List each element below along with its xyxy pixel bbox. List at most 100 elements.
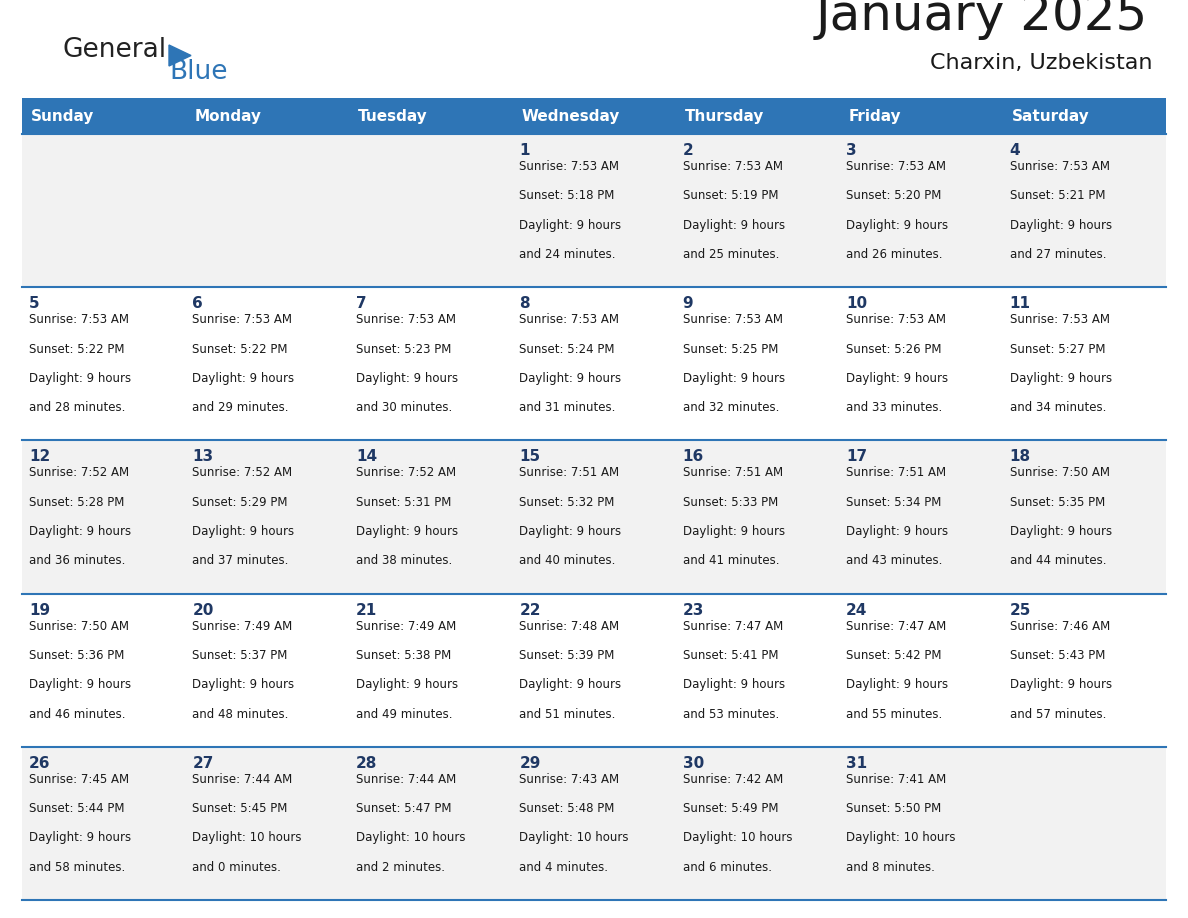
Text: and 58 minutes.: and 58 minutes.	[29, 861, 125, 874]
Text: and 46 minutes.: and 46 minutes.	[29, 708, 126, 721]
Text: Daylight: 9 hours: Daylight: 9 hours	[29, 372, 131, 385]
Text: and 0 minutes.: and 0 minutes.	[192, 861, 282, 874]
Text: Sunrise: 7:43 AM: Sunrise: 7:43 AM	[519, 773, 619, 786]
Bar	[839, 98, 1003, 134]
Text: and 33 minutes.: and 33 minutes.	[846, 401, 942, 414]
Text: Sunrise: 7:49 AM: Sunrise: 7:49 AM	[192, 620, 292, 633]
Text: and 49 minutes.: and 49 minutes.	[356, 708, 453, 721]
Text: Friday: Friday	[848, 108, 901, 124]
Text: 11: 11	[1010, 297, 1030, 311]
Text: Daylight: 9 hours: Daylight: 9 hours	[846, 525, 948, 538]
Text: Sunset: 5:19 PM: Sunset: 5:19 PM	[683, 189, 778, 202]
Bar	[23, 594, 1165, 747]
Text: Charxin, Uzbekistan: Charxin, Uzbekistan	[929, 53, 1152, 73]
Text: Sunset: 5:49 PM: Sunset: 5:49 PM	[683, 802, 778, 815]
Text: and 32 minutes.: and 32 minutes.	[683, 401, 779, 414]
Text: January 2025: January 2025	[816, 0, 1148, 40]
Text: Sunset: 5:44 PM: Sunset: 5:44 PM	[29, 802, 125, 815]
Text: Daylight: 9 hours: Daylight: 9 hours	[519, 372, 621, 385]
Text: and 57 minutes.: and 57 minutes.	[1010, 708, 1106, 721]
Text: Sunset: 5:28 PM: Sunset: 5:28 PM	[29, 496, 125, 509]
Text: and 53 minutes.: and 53 minutes.	[683, 708, 779, 721]
Text: and 51 minutes.: and 51 minutes.	[519, 708, 615, 721]
Text: Sunrise: 7:53 AM: Sunrise: 7:53 AM	[1010, 313, 1110, 326]
Text: 25: 25	[1010, 602, 1031, 618]
Text: Sunset: 5:47 PM: Sunset: 5:47 PM	[356, 802, 451, 815]
Text: Daylight: 9 hours: Daylight: 9 hours	[1010, 678, 1112, 691]
Text: Sunset: 5:22 PM: Sunset: 5:22 PM	[192, 342, 287, 355]
Text: and 26 minutes.: and 26 minutes.	[846, 248, 942, 261]
Text: Daylight: 9 hours: Daylight: 9 hours	[846, 218, 948, 231]
Text: 30: 30	[683, 756, 704, 771]
Text: and 55 minutes.: and 55 minutes.	[846, 708, 942, 721]
Text: Saturday: Saturday	[1011, 108, 1089, 124]
Text: Sunrise: 7:52 AM: Sunrise: 7:52 AM	[192, 466, 292, 479]
Text: Sunset: 5:45 PM: Sunset: 5:45 PM	[192, 802, 287, 815]
Text: Sunrise: 7:52 AM: Sunrise: 7:52 AM	[29, 466, 129, 479]
Text: and 41 minutes.: and 41 minutes.	[683, 554, 779, 567]
Text: Daylight: 9 hours: Daylight: 9 hours	[29, 525, 131, 538]
Text: Daylight: 10 hours: Daylight: 10 hours	[356, 832, 466, 845]
Text: Sunset: 5:26 PM: Sunset: 5:26 PM	[846, 342, 942, 355]
Text: Sunrise: 7:48 AM: Sunrise: 7:48 AM	[519, 620, 619, 633]
Text: Sunset: 5:31 PM: Sunset: 5:31 PM	[356, 496, 451, 509]
Text: Daylight: 9 hours: Daylight: 9 hours	[846, 372, 948, 385]
Text: Sunrise: 7:51 AM: Sunrise: 7:51 AM	[846, 466, 947, 479]
Text: 8: 8	[519, 297, 530, 311]
Text: Sunset: 5:43 PM: Sunset: 5:43 PM	[1010, 649, 1105, 662]
Text: and 4 minutes.: and 4 minutes.	[519, 861, 608, 874]
Text: Sunset: 5:32 PM: Sunset: 5:32 PM	[519, 496, 614, 509]
Text: Sunrise: 7:50 AM: Sunrise: 7:50 AM	[29, 620, 129, 633]
Bar	[23, 747, 1165, 900]
Text: Tuesday: Tuesday	[358, 108, 428, 124]
Text: Daylight: 9 hours: Daylight: 9 hours	[356, 678, 459, 691]
Bar	[23, 98, 185, 134]
Text: Sunset: 5:48 PM: Sunset: 5:48 PM	[519, 802, 614, 815]
Text: Daylight: 10 hours: Daylight: 10 hours	[192, 832, 302, 845]
Text: Daylight: 9 hours: Daylight: 9 hours	[683, 372, 785, 385]
Text: Daylight: 9 hours: Daylight: 9 hours	[356, 525, 459, 538]
Text: Daylight: 9 hours: Daylight: 9 hours	[1010, 372, 1112, 385]
Text: 1: 1	[519, 143, 530, 158]
Text: Sunrise: 7:46 AM: Sunrise: 7:46 AM	[1010, 620, 1110, 633]
Text: Sunrise: 7:53 AM: Sunrise: 7:53 AM	[519, 160, 619, 173]
Text: Daylight: 9 hours: Daylight: 9 hours	[356, 372, 459, 385]
Text: and 6 minutes.: and 6 minutes.	[683, 861, 772, 874]
Text: Sunset: 5:34 PM: Sunset: 5:34 PM	[846, 496, 942, 509]
Text: Sunset: 5:33 PM: Sunset: 5:33 PM	[683, 496, 778, 509]
Bar	[349, 98, 512, 134]
Text: 15: 15	[519, 450, 541, 465]
Text: Sunrise: 7:52 AM: Sunrise: 7:52 AM	[356, 466, 456, 479]
Bar	[23, 441, 1165, 594]
Text: Daylight: 9 hours: Daylight: 9 hours	[683, 218, 785, 231]
Text: and 8 minutes.: and 8 minutes.	[846, 861, 935, 874]
Text: Sunrise: 7:53 AM: Sunrise: 7:53 AM	[1010, 160, 1110, 173]
Text: 17: 17	[846, 450, 867, 465]
Text: Sunrise: 7:44 AM: Sunrise: 7:44 AM	[356, 773, 456, 786]
Text: Daylight: 9 hours: Daylight: 9 hours	[29, 832, 131, 845]
Text: Daylight: 9 hours: Daylight: 9 hours	[519, 678, 621, 691]
Text: and 24 minutes.: and 24 minutes.	[519, 248, 615, 261]
Text: Sunrise: 7:53 AM: Sunrise: 7:53 AM	[192, 313, 292, 326]
Text: Daylight: 9 hours: Daylight: 9 hours	[29, 678, 131, 691]
Text: and 48 minutes.: and 48 minutes.	[192, 708, 289, 721]
Text: 22: 22	[519, 602, 541, 618]
Text: Daylight: 9 hours: Daylight: 9 hours	[192, 678, 295, 691]
Text: Daylight: 9 hours: Daylight: 9 hours	[1010, 218, 1112, 231]
Text: Sunday: Sunday	[31, 108, 94, 124]
Text: Sunrise: 7:44 AM: Sunrise: 7:44 AM	[192, 773, 292, 786]
Text: and 29 minutes.: and 29 minutes.	[192, 401, 289, 414]
Text: Sunrise: 7:42 AM: Sunrise: 7:42 AM	[683, 773, 783, 786]
Text: Daylight: 9 hours: Daylight: 9 hours	[192, 372, 295, 385]
Text: Sunrise: 7:53 AM: Sunrise: 7:53 AM	[846, 160, 946, 173]
Text: Daylight: 9 hours: Daylight: 9 hours	[683, 678, 785, 691]
Text: and 38 minutes.: and 38 minutes.	[356, 554, 453, 567]
Text: Sunrise: 7:41 AM: Sunrise: 7:41 AM	[846, 773, 947, 786]
Text: 20: 20	[192, 602, 214, 618]
Text: Sunrise: 7:53 AM: Sunrise: 7:53 AM	[846, 313, 946, 326]
Text: and 34 minutes.: and 34 minutes.	[1010, 401, 1106, 414]
Text: 23: 23	[683, 602, 704, 618]
Bar	[676, 98, 839, 134]
Text: 4: 4	[1010, 143, 1020, 158]
Text: and 31 minutes.: and 31 minutes.	[519, 401, 615, 414]
